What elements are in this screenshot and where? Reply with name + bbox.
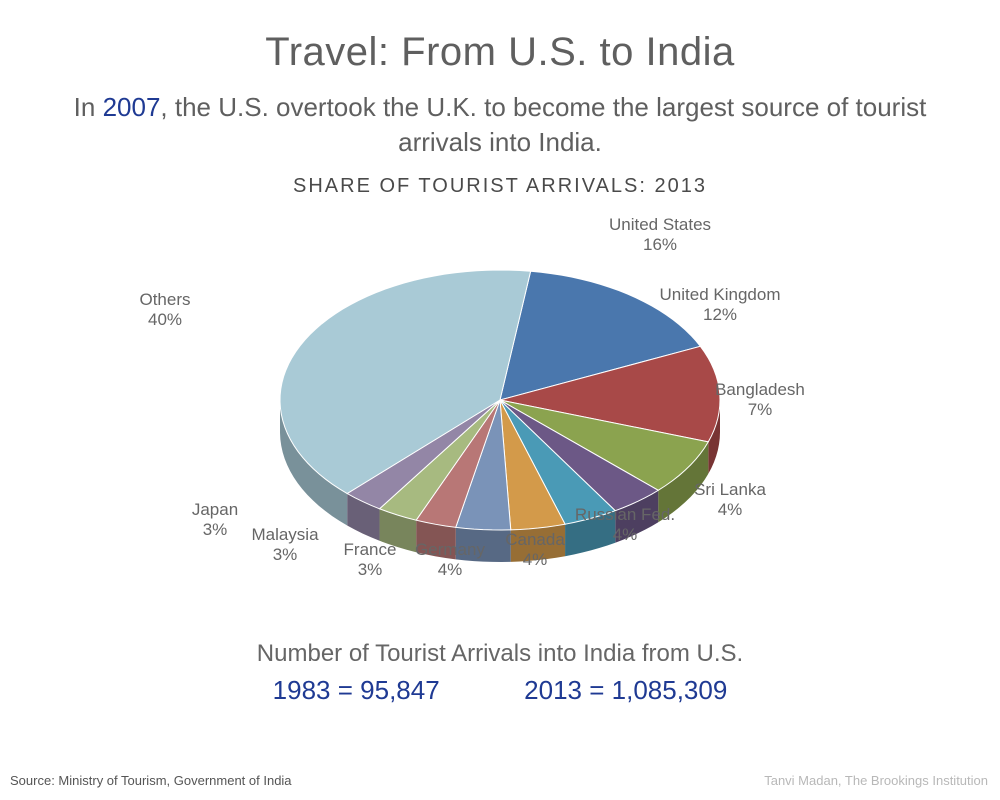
arrivals-figures: 1983 = 95,847 2013 = 1,085,309: [0, 675, 1000, 706]
pie-label: Canada4%: [505, 530, 565, 571]
fig-a-year: 1983: [273, 675, 331, 705]
pie-label: United States16%: [609, 215, 711, 256]
infographic-container: Travel: From U.S. to India In 2007, the …: [0, 0, 1000, 800]
fig-b-year: 2013: [524, 675, 582, 705]
subtitle-post: , the U.S. overtook the U.K. to become t…: [160, 92, 926, 157]
pie-label: Russian Fed.4%: [575, 505, 675, 546]
pie-label: Germany4%: [415, 540, 485, 581]
main-title: Travel: From U.S. to India: [0, 30, 1000, 75]
pie-label: Sri Lanka4%: [694, 480, 766, 521]
credit-text: Tanvi Madan, The Brookings Institution: [764, 773, 988, 788]
pie-label: France3%: [344, 540, 397, 581]
pie-label: United Kingdom12%: [660, 285, 781, 326]
fig-a-val: 95,847: [360, 675, 440, 705]
pie-label: Japan3%: [192, 500, 238, 541]
pie-svg: [0, 200, 1000, 630]
chart-title: SHARE OF TOURIST ARRIVALS: 2013: [0, 175, 1000, 198]
fig-b-val: 1,085,309: [612, 675, 728, 705]
pie-label: Bangladesh7%: [715, 380, 805, 421]
arrivals-caption: Number of Tourist Arrivals into India fr…: [0, 640, 1000, 668]
subtitle: In 2007, the U.S. overtook the U.K. to b…: [60, 90, 940, 160]
pie-chart: United States16% United Kingdom12% Banglad…: [0, 200, 1000, 630]
source-text: Source: Ministry of Tourism, Government …: [10, 773, 292, 788]
subtitle-pre: In: [74, 92, 103, 122]
pie-label: Others40%: [139, 290, 190, 331]
pie-label: Malaysia3%: [251, 525, 318, 566]
subtitle-year: 2007: [103, 92, 161, 122]
